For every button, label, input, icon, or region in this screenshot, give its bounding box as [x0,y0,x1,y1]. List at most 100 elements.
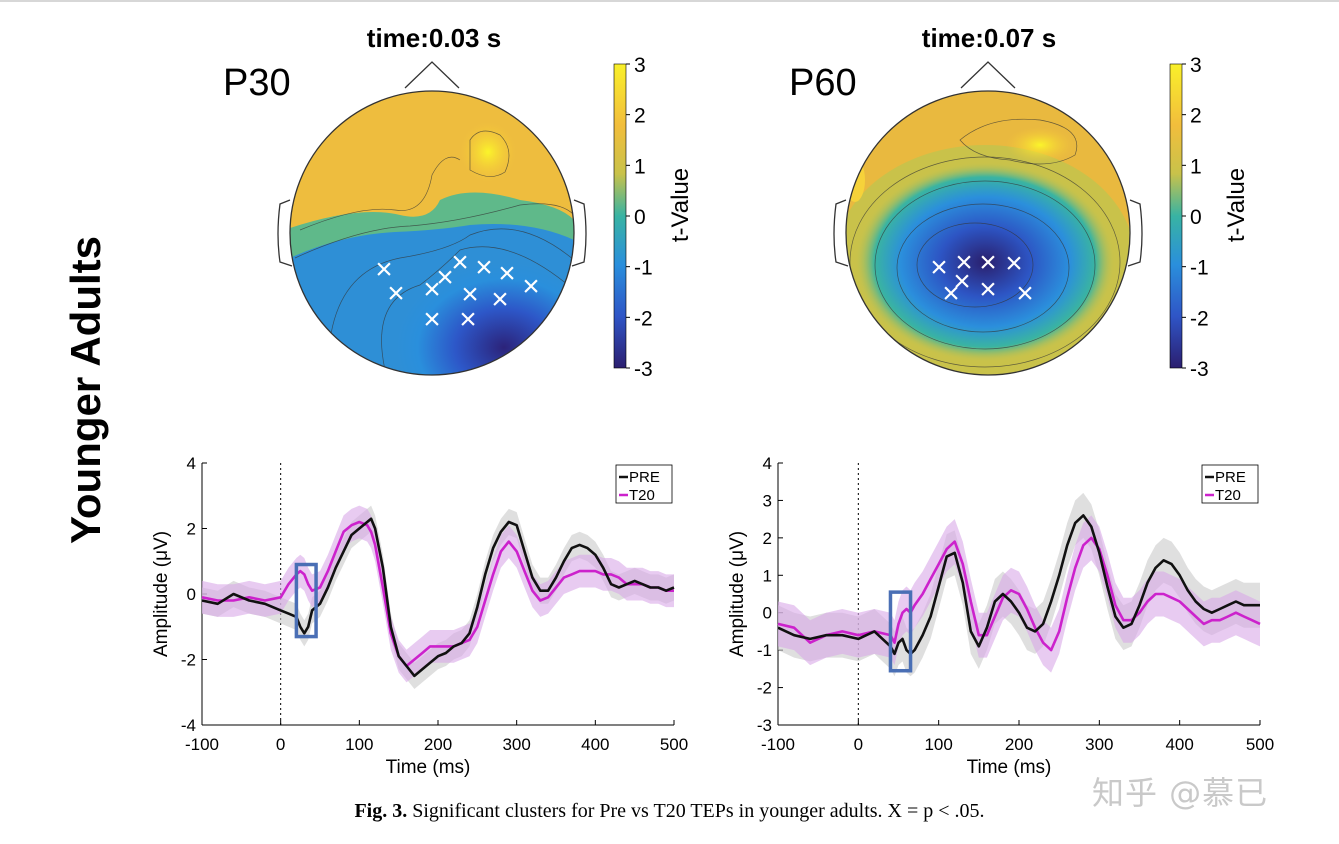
colorbar-gradient [613,63,627,369]
colorbar-gradient [1169,63,1183,369]
legend-label: PRE [1215,469,1246,486]
tep-chart-left: 4 2 0 -2 -4-100 0 100 200 300 400 500 Time (ms) Ampl… [151,454,688,778]
y-tick-label: 3 [763,491,772,510]
series-line-pre [201,517,675,678]
significant-electrode-marker: × [498,257,516,290]
topomap-p30: time:0.03 s P30 ×× ××× × × ××××× [223,23,587,376]
x-axis-label: Time (ms) [967,757,1052,778]
x-tick-label: 500 [660,735,688,754]
colorbar-tick-label: 3 [634,54,646,77]
y-tick-label: -2 [181,651,196,670]
significant-electrode-marker: × [459,303,477,336]
colorbar-tick-label: -1 [1190,257,1209,280]
colorbar-tick-label: -3 [634,358,653,381]
x-tick-label: 100 [924,735,952,754]
topomap-time-title: time:0.03 s [367,23,501,53]
legend-label: T20 [629,487,655,504]
colorbar-tick-label: 2 [1190,105,1202,128]
right-ear-icon [571,199,587,267]
y-tick-label: 4 [187,454,196,473]
significant-electrode-marker: × [461,278,479,311]
y-tick-label: -2 [757,679,772,698]
top-border-line [0,0,1339,2]
x-tick-label: -100 [185,735,219,754]
significant-electrode-marker: × [375,253,393,286]
nose-icon [404,61,460,89]
significant-electrode-marker: × [491,283,509,316]
left-ear-icon [277,199,293,267]
significant-electrode-marker: × [930,251,948,284]
colorbar-tick-label: -2 [634,307,653,330]
watermark: 知乎 @慕已 [1092,774,1269,812]
significant-electrode-marker: × [1005,247,1023,280]
significant-electrode-marker: × [522,270,540,303]
significance-markers: × × × ×× × ×× [930,246,1034,310]
significant-electrode-marker: × [475,251,493,284]
right-ear-icon [1127,199,1143,267]
x-tick-label: 400 [581,735,609,754]
y-tick-label: 2 [187,520,196,539]
head-outline [289,90,575,376]
significant-electrode-marker: × [955,246,973,279]
component-label: P60 [789,62,857,104]
y-tick-label: 1 [763,566,772,585]
x-tick-label: -100 [761,735,795,754]
y-tick-label: 2 [763,529,772,548]
legend-label: PRE [629,469,660,486]
left-ear-icon [833,199,849,267]
legend-box [615,464,673,504]
x-tick-label: 200 [424,735,452,754]
colorbar-tick-label: -3 [1190,358,1209,381]
x-tick-label: 100 [345,735,373,754]
figure-caption: Fig. 3. Significant clusters for Pre vs … [0,800,1339,823]
significant-electrode-marker: × [387,277,405,310]
significant-electrode-marker: × [953,265,971,298]
significant-window-box [294,562,318,639]
legend-label: T20 [1215,487,1241,504]
head-outline [845,90,1131,376]
significant-electrode-marker: × [423,273,441,306]
significant-electrode-marker: × [942,277,960,310]
x-tick-label: 500 [1246,735,1274,754]
component-label: P30 [223,62,291,104]
y-axis-label: Amplitude (μV) [727,531,748,657]
x-tick-label: 300 [1085,735,1113,754]
significance-markers: ×× ××× × × ××××× [375,246,540,336]
caption-text: Significant clusters for Pre vs T20 TEPs… [407,800,985,822]
significant-electrode-marker: × [451,246,469,279]
y-tick-label: -4 [181,716,196,735]
colorbar-tick-label: 1 [634,155,646,178]
significant-electrode-marker: × [436,261,454,294]
series-line-t20 [201,520,674,668]
topomap-p60: time:0.07 s P60 × × × ×× × ×× [789,23,1143,376]
colorbar-right: 3 2 1 0 -1 -2 -3 t-Value [1169,54,1250,381]
y-tick-label: 0 [763,604,772,623]
x-tick-label: 0 [276,735,285,754]
significant-electrode-marker: × [979,246,997,279]
colorbar-label: t-Value [1223,168,1250,242]
colorbar-tick-label: 3 [1190,54,1202,77]
colorbar-tick-label: 1 [1190,155,1202,178]
significant-electrode-marker: × [1016,277,1034,310]
series-line-pre [777,514,1260,656]
tep-chart-right: 4 3 2 1 0 -1 -2 -3-100 0 100 200 300 400 500 Time (ms)… [727,454,1274,778]
row-label: Younger Adults [62,236,109,544]
colorbar-tick-label: 2 [634,105,646,128]
colorbar-tick-label: 0 [1190,206,1202,229]
colorbar-tick-label: -2 [1190,307,1209,330]
x-tick-label: 400 [1165,735,1193,754]
x-tick-label: 0 [854,735,863,754]
colorbar-tick-label: -1 [634,257,653,280]
colorbar-tick-label: 0 [634,206,646,229]
y-tick-label: -3 [757,716,772,735]
significant-window-box [888,590,913,673]
nose-icon [960,61,1016,89]
colorbar-left: 3 2 1 0 -1 -2 -3 t-Value [613,54,694,381]
x-axis-label: Time (ms) [386,757,471,778]
legend-box [1201,464,1259,504]
colorbar-label: t-Value [667,168,694,242]
y-tick-label: 4 [763,454,772,473]
topomap-time-title: time:0.07 s [922,23,1056,53]
series-line-t20 [777,536,1261,652]
